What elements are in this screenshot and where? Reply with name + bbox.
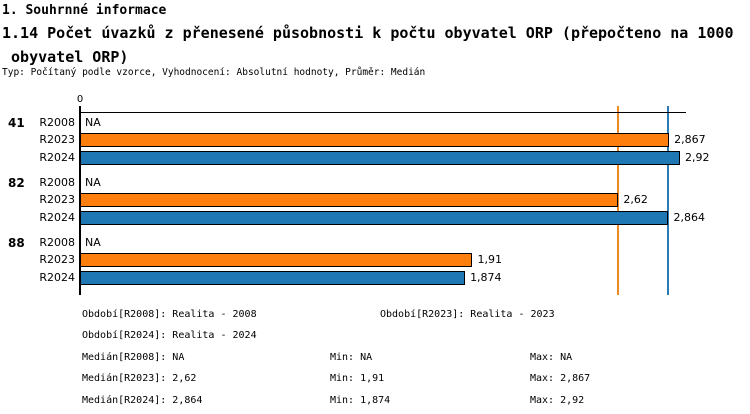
bar-r2023	[80, 253, 473, 267]
row-period-label: R2024	[39, 270, 75, 284]
chart-subtitle-line2: obyvatel ORP)	[2, 48, 129, 66]
legend-period-r2023: Období[R2023]: Realita - 2023	[380, 309, 555, 320]
chart-meta-line: Typ: Počítaný podle vzorce, Vyhodnocení:…	[2, 67, 426, 78]
row-period-label: R2023	[39, 193, 75, 206]
x-axis-line	[80, 112, 687, 113]
row-period-label: R2024	[39, 210, 75, 224]
bar-r2024	[80, 270, 466, 285]
group-label: 41	[8, 115, 25, 130]
group-label: 88	[8, 235, 25, 250]
legend-period-r2008: Období[R2008]: Realita - 2008	[82, 309, 257, 320]
stat-max-r2023: Max: 2,867	[530, 373, 591, 384]
zero-tick	[79, 106, 81, 112]
stat-median-r2023: Medián[R2023]: 2,62	[82, 373, 197, 384]
bar-value-label: 1,874	[470, 270, 502, 284]
stat-min-r2023: Min: 1,91	[330, 373, 385, 384]
row-period-label: R2008	[39, 175, 75, 189]
na-value-label: NA	[85, 235, 101, 249]
group-label: 82	[8, 175, 25, 190]
bar-value-label: 1,91	[477, 253, 502, 266]
stat-max-r2008: Max: NA	[530, 352, 573, 363]
bar-value-label: 2,62	[623, 193, 648, 206]
zero-tick-label: 0	[76, 94, 84, 105]
na-value-label: NA	[85, 175, 101, 189]
row-period-label: R2023	[39, 133, 75, 146]
bar-r2023	[80, 193, 619, 207]
row-period-label: R2008	[39, 115, 75, 129]
stat-median-r2024: Medián[R2024]: 2,864	[82, 395, 203, 406]
reference-line-median-r2023	[617, 106, 620, 295]
row-period-label: R2023	[39, 253, 75, 266]
bar-value-label: 2,864	[673, 210, 705, 224]
stat-median-r2008: Medián[R2008]: NA	[82, 352, 185, 363]
bar-value-label: 2,92	[685, 150, 710, 164]
stat-max-r2024: Max: 2,92	[530, 395, 585, 406]
na-value-label: NA	[85, 115, 101, 129]
bar-r2024	[80, 210, 669, 225]
legend-period-r2024: Období[R2024]: Realita - 2024	[82, 330, 257, 341]
stat-min-r2024: Min: 1,874	[330, 395, 391, 406]
chart-subtitle-line1: 1.14 Počet úvazků z přenesené působnosti…	[2, 24, 734, 42]
bar-r2023	[80, 133, 670, 147]
stat-min-r2008: Min: NA	[330, 352, 373, 363]
bar-value-label: 2,867	[674, 133, 706, 146]
row-period-label: R2008	[39, 235, 75, 249]
y-axis-line	[79, 106, 81, 295]
reference-line-median-r2024	[667, 106, 670, 295]
bar-r2024	[80, 150, 680, 165]
row-period-label: R2024	[39, 150, 75, 164]
page-title: 1. Souhrnné informace	[2, 3, 167, 18]
